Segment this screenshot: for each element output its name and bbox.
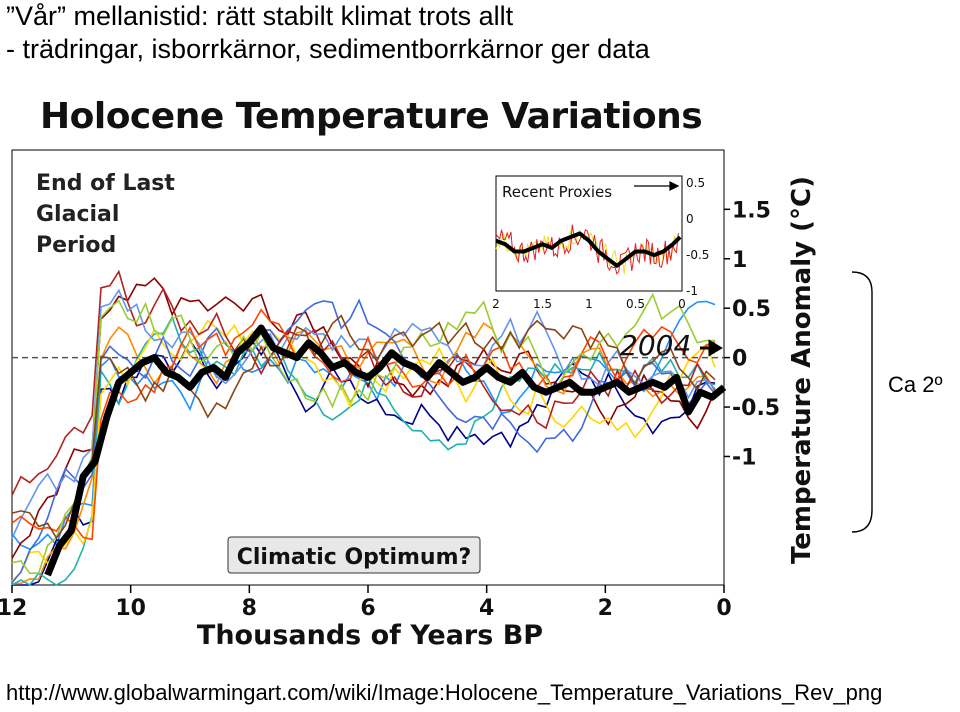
slide-title-line2: - trädringar, isborrkärnor, sedimentborr… xyxy=(6,34,650,64)
slide-title: ”Vår” mellanistid: rätt stabilt klimat t… xyxy=(6,0,650,66)
y-tick-label: -1 xyxy=(732,445,756,470)
climatic-optimum-box xyxy=(227,536,481,574)
main-series-group xyxy=(44,324,727,577)
inset-proxy-line xyxy=(495,224,679,275)
inset-y-tick-label: -0.5 xyxy=(686,248,709,262)
inset-x-tick-label: 1.5 xyxy=(533,297,552,311)
y-tick-label: 0.5 xyxy=(732,297,771,322)
source-url: http://www.globalwarmingart.com/wiki/Ima… xyxy=(6,680,883,705)
x-tick-label: 8 xyxy=(242,596,257,621)
x-tick-label: 10 xyxy=(115,596,146,621)
x-tick-label: 6 xyxy=(360,596,375,621)
inset-y-tick-label: 0.5 xyxy=(686,176,705,190)
glacial-label-line3: Period xyxy=(36,233,116,258)
range-brace xyxy=(851,271,873,533)
proxy-line xyxy=(11,288,716,539)
holocene-chart: 12 10 8 6 4 2 01.510.50-0.5-1 End of Last Glac… xyxy=(0,149,873,651)
inset-x-tick-label: 0 xyxy=(678,297,686,311)
inset-x-tick-label: 1 xyxy=(585,297,593,311)
proxy-line xyxy=(11,308,716,541)
main-series-line xyxy=(44,324,727,577)
proxy-line xyxy=(11,269,716,496)
x-tick-label: 12 xyxy=(0,596,27,621)
inset-y-tick-label: 0 xyxy=(686,212,694,226)
inset-x-tick-label: 2 xyxy=(492,297,500,311)
y-tick-label: -0.5 xyxy=(732,396,780,421)
proxy-line xyxy=(11,292,716,575)
arrow-2004-icon xyxy=(700,339,723,357)
y-tick-label: 1.5 xyxy=(732,198,771,223)
glacial-label-line2: Glacial xyxy=(36,202,119,227)
glacial-label-line1: End of Last xyxy=(36,171,175,196)
x-tick-label: 0 xyxy=(716,596,731,621)
range-brace-label: Ca 2º xyxy=(888,372,943,397)
y-tick-label: 1 xyxy=(732,248,747,273)
y-axis-title: Temperature Anomaly (°C) xyxy=(787,176,817,564)
y-tick-label: 0 xyxy=(732,347,747,372)
chart-title: Holocene Temperature Variations xyxy=(40,96,703,137)
x-tick-label: 2 xyxy=(598,596,613,621)
recent-proxies-inset: Recent Proxies 2 1.5 1 0.5 0 0.5 0 -0.5 -1 xyxy=(492,175,709,311)
inset-arrow-icon xyxy=(634,181,680,191)
inset-y-tick-label: -1 xyxy=(686,284,698,298)
axes: 12 10 8 6 4 2 01.510.50-0.5-1 xyxy=(0,198,780,621)
inset-smooth-line xyxy=(495,231,682,268)
proxy-line xyxy=(11,322,716,585)
inset-axes: 2 1.5 1 0.5 0 0.5 0 -0.5 -1 xyxy=(492,176,709,311)
climatic-optimum-label: Climatic Optimum? xyxy=(237,545,472,570)
inset-lines xyxy=(495,224,682,275)
slide-title-line1: ”Vår” mellanistid: rätt stabilt klimat t… xyxy=(6,1,514,31)
inset-title: Recent Proxies xyxy=(502,183,612,201)
inset-frame xyxy=(495,175,683,292)
year-2004-label: 2004 xyxy=(620,329,691,362)
x-tick-label: 4 xyxy=(479,596,494,621)
x-axis-title: Thousands of Years BP xyxy=(197,620,543,651)
inset-x-tick-label: 0.5 xyxy=(626,297,645,311)
